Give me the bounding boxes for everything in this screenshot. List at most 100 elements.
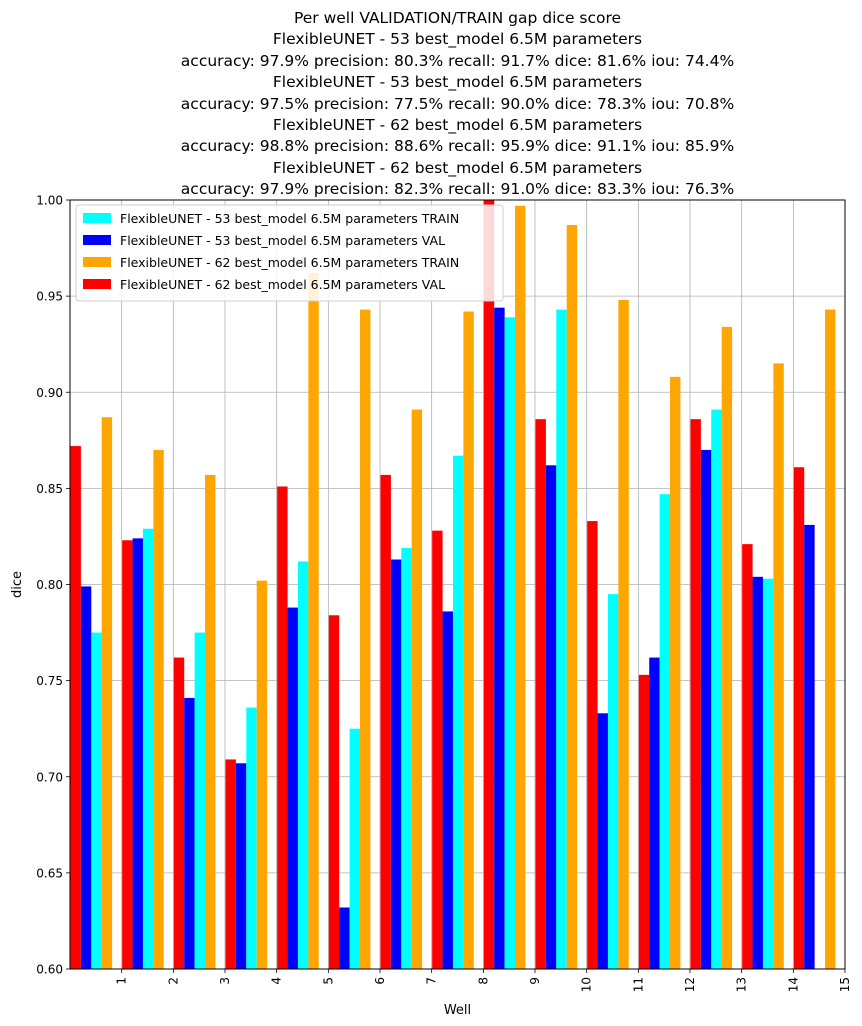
bar	[742, 544, 753, 969]
bar	[618, 299, 629, 970]
bar	[825, 309, 836, 969]
bar	[360, 309, 371, 969]
subtitle-line: accuracy: 98.8% precision: 88.6% recall:…	[180, 137, 735, 156]
bar	[380, 474, 391, 969]
bar	[142, 528, 154, 969]
legend-label: FlexibleUNET - 62 best_model 6.5M parame…	[120, 255, 459, 270]
subtitle-line: FlexibleUNET - 53 best_model 6.5M parame…	[272, 30, 643, 49]
y-tick-label: 1.00	[36, 194, 63, 208]
bar	[173, 657, 185, 969]
bar	[349, 728, 361, 969]
bar	[308, 273, 319, 969]
y-tick-label: 0.90	[36, 386, 63, 400]
x-axis-ticks: 1 2 3 4 5 6 7 8 9 10 11 12 13 14 15	[115, 969, 852, 992]
y-tick-label: 0.95	[36, 290, 63, 304]
bar	[80, 586, 92, 969]
bar	[452, 455, 464, 969]
bar	[670, 376, 681, 969]
bar	[287, 607, 298, 969]
bar	[535, 419, 546, 969]
bar	[587, 521, 598, 969]
bar	[711, 409, 722, 969]
bar	[597, 713, 608, 969]
x-tick-label: 11	[631, 977, 645, 992]
subtitle-line: accuracy: 97.9% precision: 80.3% recall:…	[180, 51, 735, 70]
y-tick-label: 0.60	[36, 963, 63, 977]
bars	[70, 200, 836, 970]
bar	[545, 465, 557, 969]
legend-swatch	[83, 213, 111, 223]
bar	[638, 674, 650, 969]
subtitle-line: FlexibleUNET - 62 best_model 6.5M parame…	[272, 158, 643, 177]
bar	[556, 309, 567, 969]
legend-label: FlexibleUNET - 53 best_model 6.5M parame…	[120, 233, 445, 248]
x-tick-label: 12	[683, 977, 697, 992]
bar	[297, 561, 309, 969]
bar	[793, 467, 805, 969]
bar	[205, 474, 216, 969]
legend: FlexibleUNET - 53 best_model 6.5M parame…	[75, 204, 504, 302]
bar	[607, 594, 619, 969]
y-tick-label: 0.85	[36, 482, 63, 496]
x-tick-label: 9	[528, 977, 542, 985]
legend-swatch	[83, 235, 111, 245]
bar	[649, 657, 660, 969]
y-tick-label: 0.65	[36, 866, 63, 880]
bar	[700, 449, 712, 969]
bar	[401, 547, 412, 969]
x-tick-label: 4	[270, 977, 284, 985]
chart-title: Per well VALIDATION/TRAIN gap dice score	[293, 9, 622, 27]
x-tick-label: 10	[580, 977, 594, 992]
x-tick-label: 15	[838, 977, 852, 992]
bar	[194, 632, 206, 969]
y-tick-label: 0.75	[36, 674, 63, 688]
bar	[328, 615, 340, 969]
bar	[504, 317, 516, 970]
legend-box	[75, 204, 504, 302]
bar	[91, 632, 102, 969]
subtitle-line: FlexibleUNET - 62 best_model 6.5M parame…	[272, 116, 643, 135]
bar	[101, 417, 113, 969]
bar	[256, 580, 268, 969]
bar	[494, 307, 505, 969]
bar	[153, 449, 164, 969]
bar	[132, 538, 143, 969]
x-tick-label: 8	[476, 977, 490, 985]
bar	[690, 419, 701, 969]
subtitle-line: accuracy: 97.9% precision: 82.3% recall:…	[180, 180, 735, 199]
bar	[411, 409, 423, 969]
bar	[122, 540, 133, 969]
x-tick-label: 6	[373, 977, 387, 985]
y-axis-label: dice	[10, 571, 25, 598]
legend-label: FlexibleUNET - 62 best_model 6.5M parame…	[120, 277, 445, 292]
bar	[721, 326, 733, 969]
bar	[225, 759, 236, 969]
bar	[483, 200, 495, 969]
subtitle-line: FlexibleUNET - 53 best_model 6.5M parame…	[272, 73, 643, 92]
bar	[70, 446, 81, 970]
bar	[762, 578, 774, 969]
x-axis-label: Well	[444, 1003, 471, 1018]
bar	[390, 559, 402, 969]
chart-title-block: Per well VALIDATION/TRAIN gap dice score…	[70, 8, 845, 201]
bar	[432, 530, 443, 969]
bar	[773, 363, 784, 970]
x-tick-label: 13	[735, 977, 749, 992]
bar	[277, 486, 288, 969]
bar	[752, 576, 763, 969]
x-tick-label: 1	[115, 977, 129, 985]
legend-swatch	[83, 279, 111, 289]
y-tick-label: 0.70	[36, 770, 63, 784]
bar	[184, 697, 195, 969]
y-axis-ticks: 0.60 0.65 0.70 0.75 0.80 0.85 0.90 0.95 1.00	[36, 194, 70, 977]
legend-swatch	[83, 257, 111, 267]
bar	[235, 763, 247, 969]
bar	[246, 707, 257, 969]
x-tick-label: 2	[166, 977, 180, 985]
bar	[442, 611, 453, 969]
grid-lines	[70, 199, 846, 970]
x-tick-label: 14	[786, 977, 800, 992]
y-tick-label: 0.80	[36, 578, 63, 592]
x-tick-label: 5	[321, 977, 335, 985]
